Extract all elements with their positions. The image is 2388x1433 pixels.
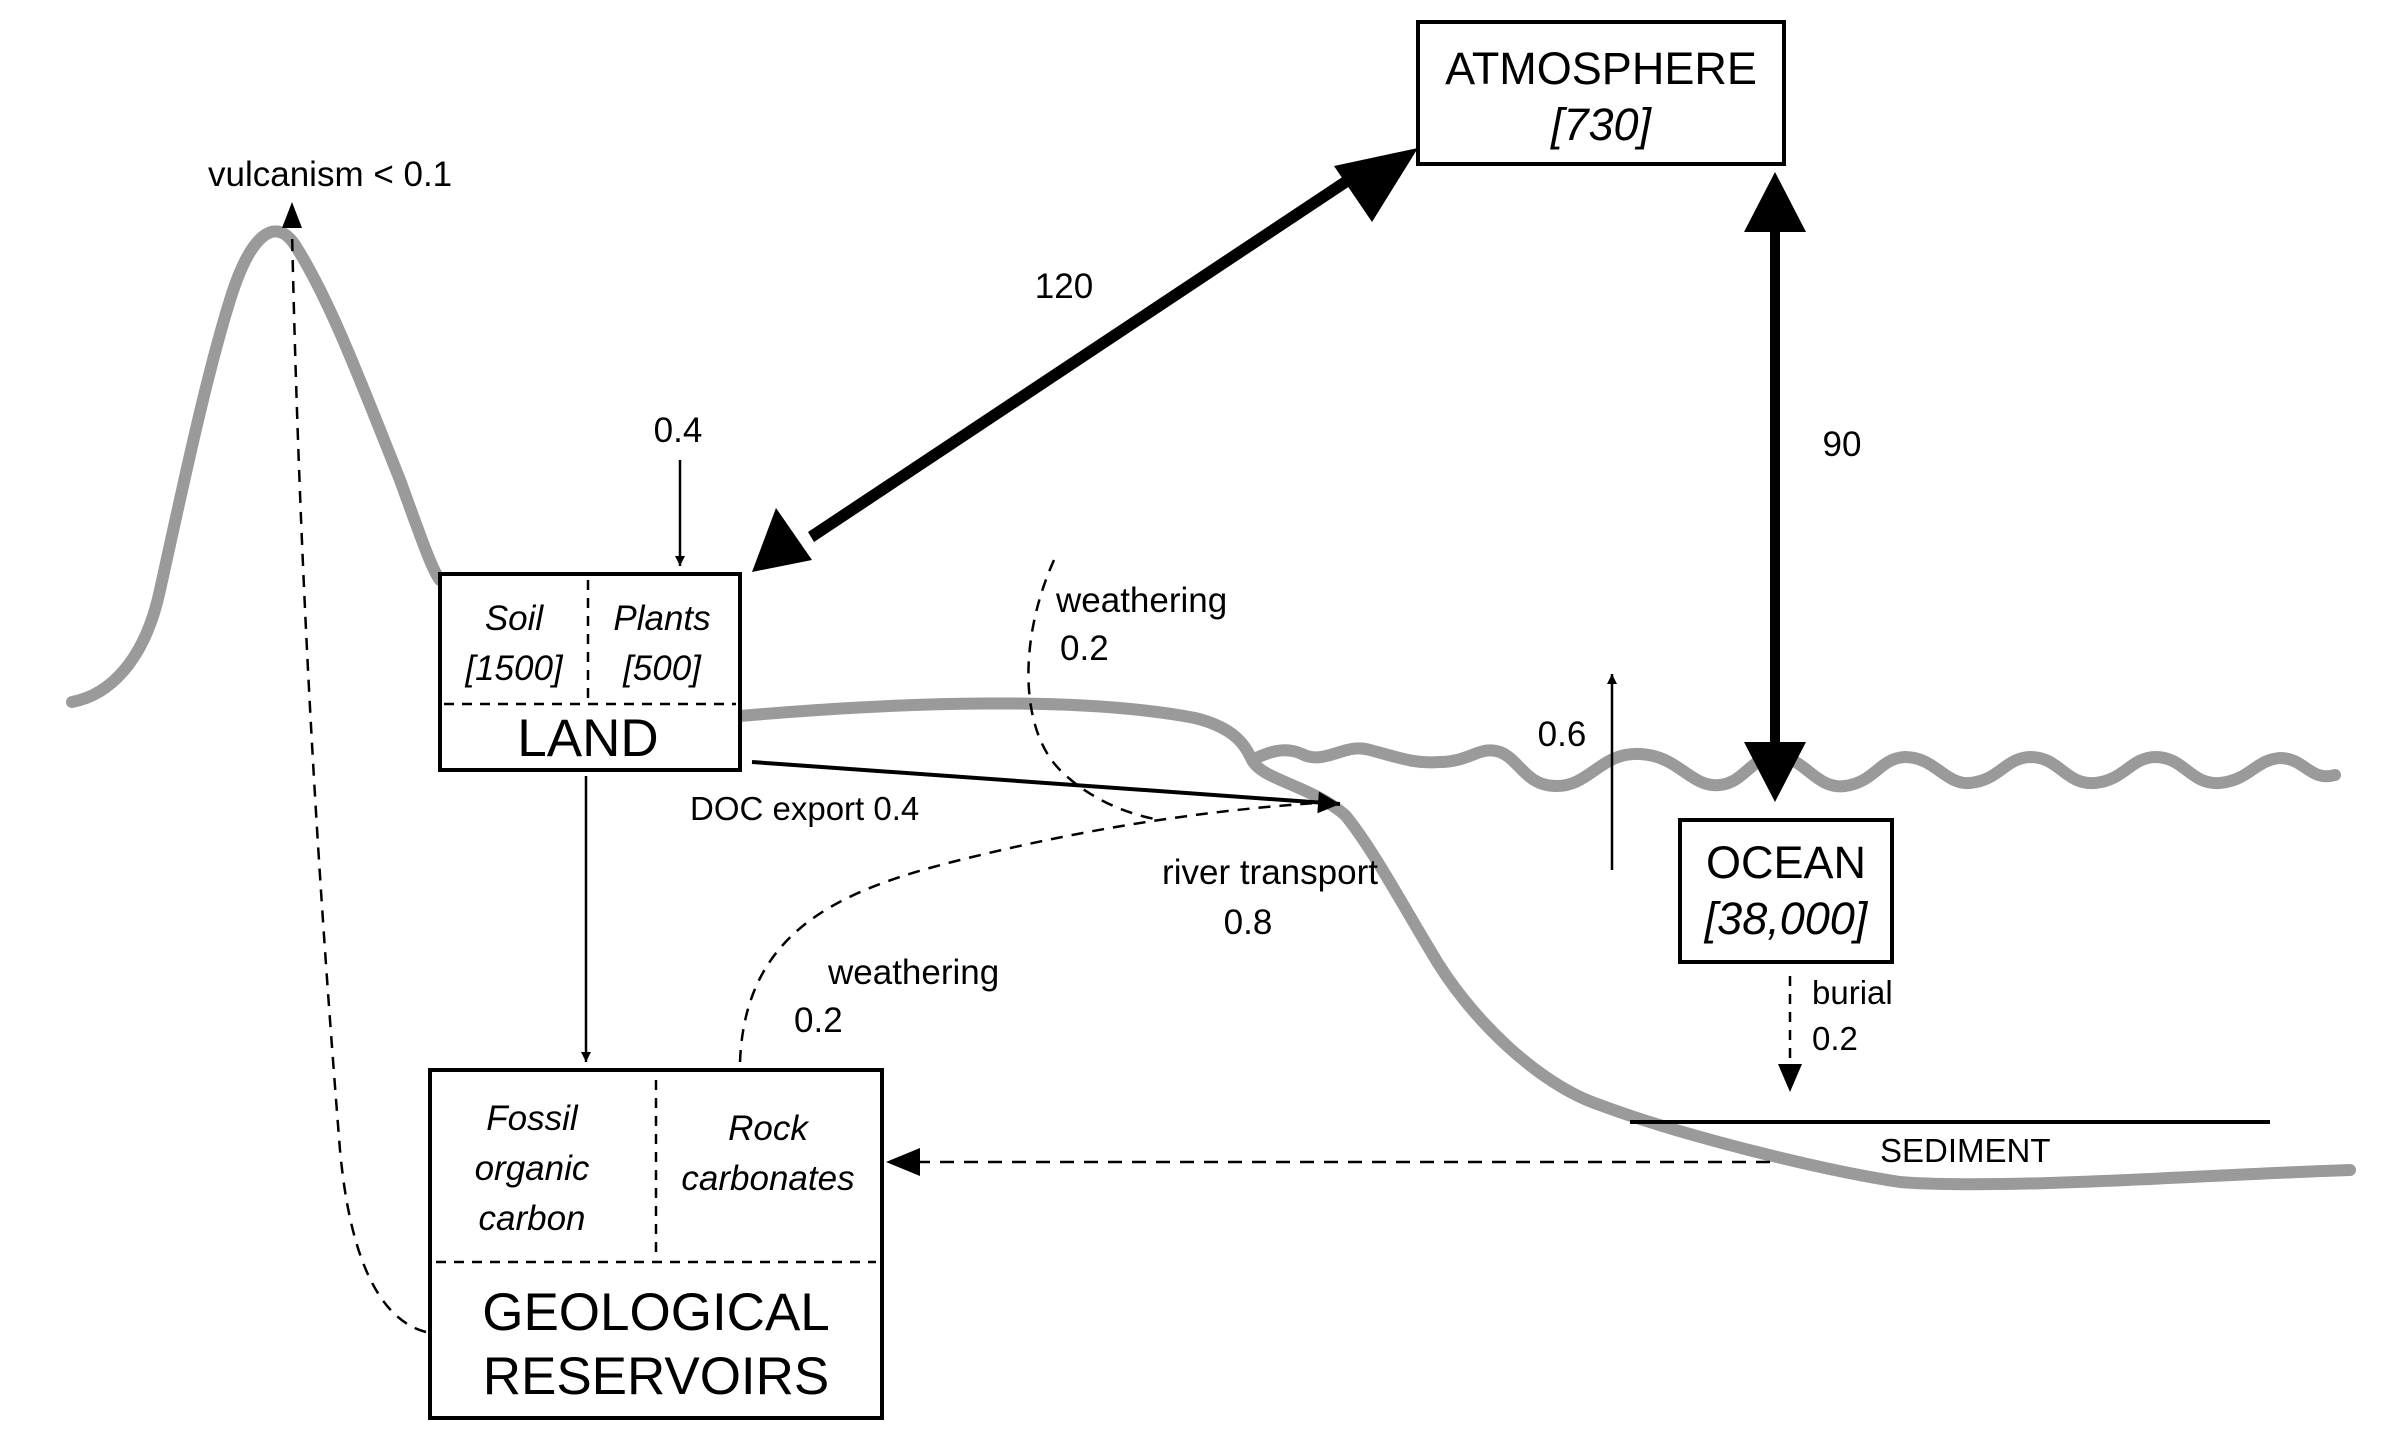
ocean-name: OCEAN bbox=[1706, 837, 1866, 888]
ocean-atmosphere-arrow bbox=[1744, 172, 1806, 802]
weathering-top-label: weathering bbox=[1055, 581, 1227, 620]
flux-ocean-up-label: 0.6 bbox=[1538, 715, 1587, 754]
soil-name: Soil bbox=[485, 599, 545, 638]
rock-line1: Rock bbox=[728, 1109, 809, 1148]
river-transport-value: 0.8 bbox=[1224, 903, 1273, 942]
vulcanism-label: vulcanism < 0.1 bbox=[208, 155, 452, 194]
sediment-to-rock-arrowhead bbox=[886, 1148, 920, 1176]
ocean-box: OCEAN [38,000] bbox=[1678, 818, 1894, 964]
doc-export-label: DOC export 0.4 bbox=[690, 790, 919, 827]
fossil-line3: carbon bbox=[478, 1199, 585, 1238]
atmosphere-value: [730] bbox=[1550, 99, 1653, 150]
vulcanism-arrowhead bbox=[282, 202, 302, 228]
soil-value: [1500] bbox=[464, 649, 564, 688]
plants-name: Plants bbox=[613, 599, 710, 638]
sediment-label: SEDIMENT bbox=[1880, 1132, 2051, 1169]
weathering-bottom-curve bbox=[738, 800, 1333, 1063]
ocean-surface-waves bbox=[1246, 742, 2341, 793]
geological-name-line2: RESERVOIRS bbox=[483, 1347, 830, 1406]
doc-export-arrow bbox=[751, 760, 1341, 814]
geological-name-line1: GEOLOGICAL bbox=[482, 1283, 830, 1342]
fossil-line2: organic bbox=[475, 1149, 590, 1188]
ocean-value: [38,000] bbox=[1704, 893, 1869, 944]
burial-value: 0.2 bbox=[1812, 1020, 1858, 1057]
fossil-line1: Fossil bbox=[486, 1099, 579, 1138]
land-name: LAND bbox=[517, 709, 658, 768]
weathering-top-curve bbox=[1027, 559, 1161, 822]
burial-arrowhead bbox=[1778, 1064, 1802, 1092]
weathering-bottom-value: 0.2 bbox=[794, 1001, 843, 1040]
vulcanism-curve bbox=[290, 229, 427, 1334]
atmosphere-name: ATMOSPHERE bbox=[1445, 43, 1757, 94]
flux-land-atmosphere-label: 120 bbox=[1035, 267, 1093, 306]
plants-value: [500] bbox=[622, 649, 702, 688]
rock-line2: carbonates bbox=[681, 1159, 854, 1198]
weathering-top-value: 0.2 bbox=[1060, 629, 1109, 668]
burial-label: burial bbox=[1812, 974, 1893, 1011]
land-box: Soil [1500] Plants [500] LAND bbox=[438, 572, 742, 772]
land-surface bbox=[734, 697, 2356, 1191]
mountain-outline bbox=[66, 225, 446, 708]
atmosphere-box: ATMOSPHERE [730] bbox=[1416, 20, 1786, 166]
flux-ocean-atmosphere-label: 90 bbox=[1823, 425, 1862, 464]
land-atmosphere-arrow bbox=[752, 148, 1418, 572]
river-transport-label: river transport bbox=[1162, 853, 1378, 892]
weathering-bottom-label: weathering bbox=[827, 953, 999, 992]
flux-to-land-label: 0.4 bbox=[654, 411, 703, 450]
geological-reservoirs-box: Fossil organic carbon Rock carbonates GE… bbox=[428, 1068, 884, 1420]
